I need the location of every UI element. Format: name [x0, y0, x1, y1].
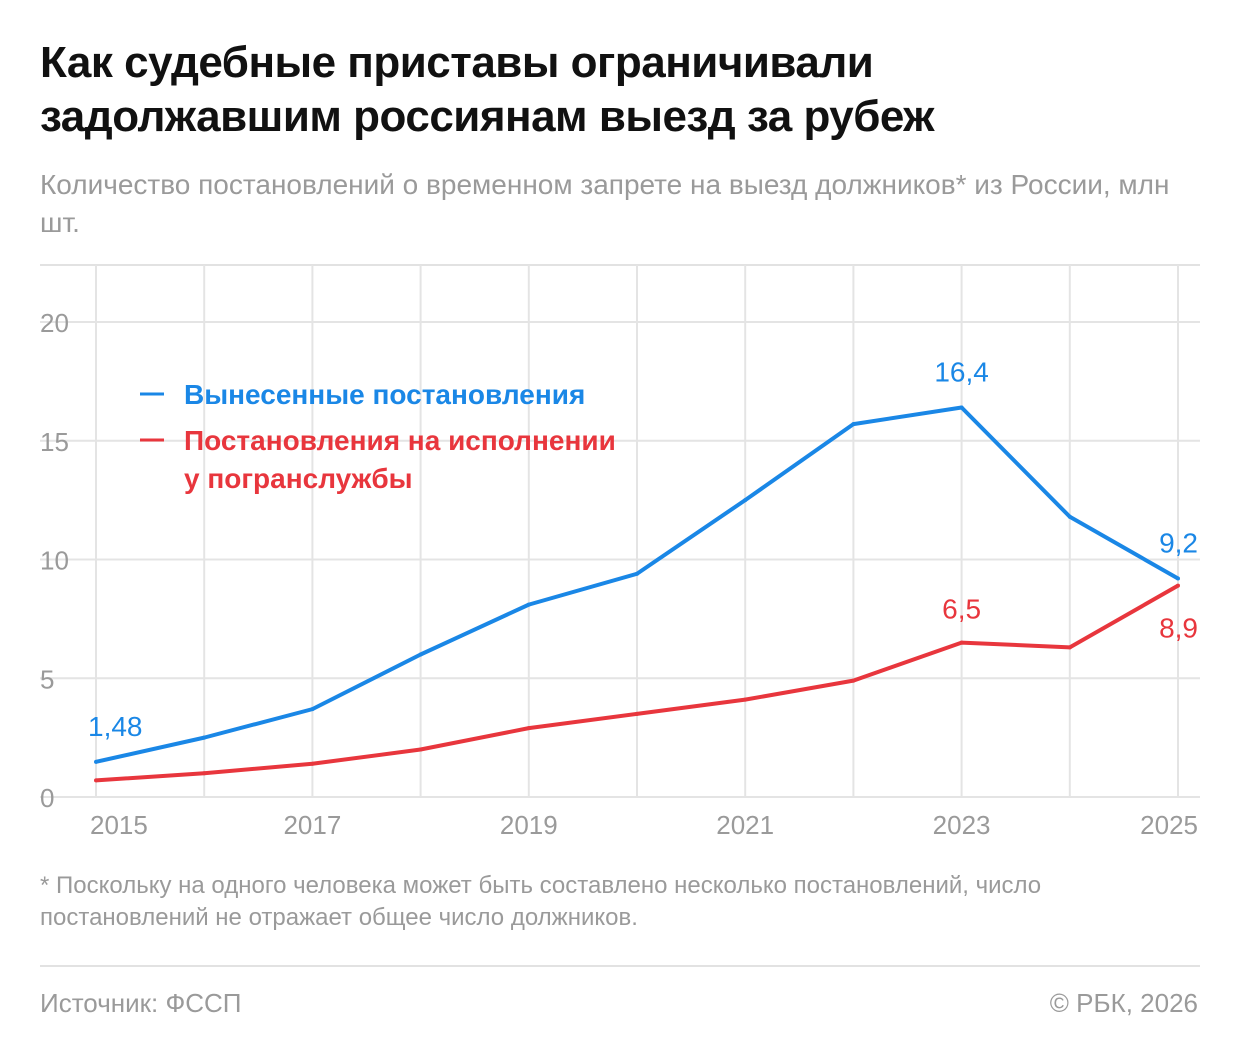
data-point	[1067, 514, 1072, 519]
x-tick-label: 2023	[933, 810, 991, 840]
legend-label: Постановления на исполнении у погранслужб…	[184, 425, 616, 494]
chart-title: Как судебные приставы ограничивали задол…	[40, 38, 934, 141]
x-tick-label: 2019	[500, 810, 558, 840]
data-point	[1176, 576, 1180, 581]
data-point	[635, 711, 639, 716]
x-tick-label: 2021	[716, 810, 774, 840]
divider	[40, 965, 1200, 967]
chart-subtitle: Количество постановлений о временном зап…	[40, 169, 1170, 238]
data-label: 1,48	[88, 711, 143, 742]
data-label: 16,4	[934, 357, 989, 388]
y-tick-label: 20	[40, 308, 69, 338]
legend-label: Вынесенные постановления	[184, 379, 585, 410]
data-point	[202, 771, 207, 776]
source: Источник: ФССП	[40, 988, 242, 1018]
data-point	[851, 422, 856, 427]
data-point	[418, 747, 423, 752]
line-chart: 0 5 10 15 20 2015 2017 2019 2021 2023 2025 1,48 16,4…	[40, 264, 1200, 840]
footnote: * Поскольку на одного человека может быт…	[40, 872, 1042, 931]
x-tick-label: 2015	[90, 810, 148, 840]
data-label: 6,5	[942, 594, 981, 625]
data-point	[526, 602, 531, 607]
data-point	[959, 405, 964, 410]
data-point	[310, 707, 315, 712]
data-point	[851, 678, 856, 683]
x-tick-label: 2025	[1140, 810, 1198, 840]
data-label: 8,9	[1159, 613, 1198, 644]
y-tick-label: 15	[40, 427, 69, 457]
data-point	[743, 697, 748, 702]
data-label: 9,2	[1159, 528, 1198, 559]
data-point	[1067, 645, 1072, 650]
x-tick-label: 2017	[283, 810, 341, 840]
data-point	[310, 761, 315, 766]
y-tick-label: 10	[40, 546, 69, 576]
y-tick-label: 5	[40, 664, 54, 694]
data-point	[418, 652, 423, 657]
copyright: © РБК, 2026	[1049, 988, 1198, 1018]
data-point	[94, 759, 98, 764]
y-tick-label: 0	[40, 783, 54, 813]
data-point	[959, 640, 964, 645]
data-point	[94, 778, 98, 783]
data-point	[526, 726, 531, 731]
data-point	[202, 735, 207, 740]
data-point	[743, 498, 748, 503]
data-point	[1176, 583, 1180, 588]
data-point	[635, 571, 639, 576]
